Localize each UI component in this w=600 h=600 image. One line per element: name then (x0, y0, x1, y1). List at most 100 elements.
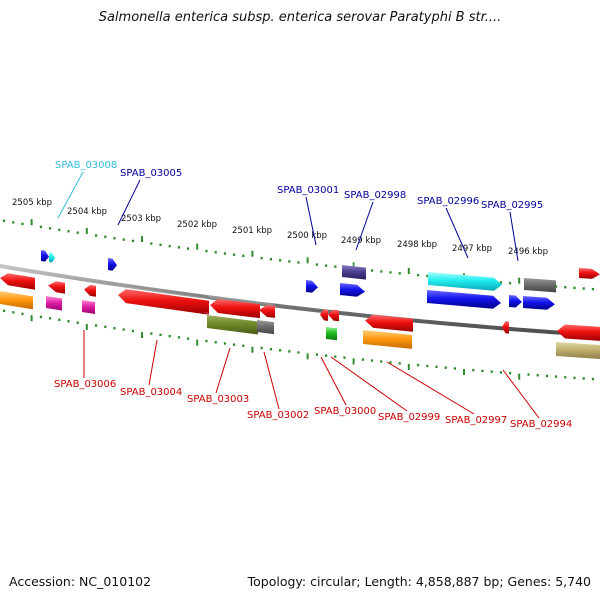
scale-minor-tick (453, 367, 456, 370)
gene-spab-02995[interactable] (523, 296, 555, 310)
scale-minor-tick (573, 286, 576, 290)
gene-spab-03000-green[interactable] (326, 327, 337, 341)
gene-label-spab-03004[interactable]: SPAB_03004 (120, 387, 182, 398)
scale-minor-tick (297, 261, 300, 264)
gene-bevel (204, 312, 258, 322)
gene-bevel (499, 318, 509, 322)
scale-minor-tick (279, 349, 282, 352)
gene-spab-02998-navy[interactable] (342, 265, 366, 280)
gene-label-spab-03002[interactable]: SPAB_03002 (247, 410, 309, 421)
gene-spab-02995-grey[interactable] (524, 278, 556, 293)
gene-label-spab-03000[interactable]: SPAB_03000 (314, 406, 376, 417)
scale-minor-tick (21, 312, 24, 316)
scale-minor-tick (39, 315, 42, 319)
gene-bevel (360, 327, 412, 335)
gene-spab-02994[interactable] (557, 324, 600, 341)
scale-minor-tick (417, 273, 420, 277)
callout-leader-line (445, 207, 469, 259)
gene-spab-03005[interactable] (108, 258, 117, 271)
gene-label-spab-03001[interactable]: SPAB_03001 (277, 185, 339, 196)
gene-bevel (81, 281, 96, 286)
scale-minor-tick (205, 339, 208, 343)
gene-spab-03001[interactable] (306, 280, 318, 293)
scale-minor-tick (122, 238, 125, 241)
scale-minor-tick (334, 265, 337, 268)
gene-spab-02999[interactable] (365, 314, 413, 332)
scale-minor-tick (499, 281, 502, 284)
gene-label-spab-02995[interactable]: SPAB_02995 (481, 200, 543, 211)
scale-minor-tick (444, 366, 447, 369)
scale-minor-tick (12, 221, 15, 224)
callout-leader-line (57, 171, 84, 219)
gene-spab-03008-a[interactable] (41, 250, 49, 262)
gene-spab-03003[interactable] (210, 299, 260, 319)
kbp-scale-label: 2499 kbp (341, 236, 381, 246)
gene-label-spab-02998[interactable]: SPAB_02998 (344, 190, 406, 201)
gene-spab-03006-b[interactable] (48, 281, 65, 294)
scale-minor-tick (269, 348, 272, 351)
gene-label-spab-02999[interactable]: SPAB_02999 (378, 412, 440, 423)
callout-leader-line (386, 361, 475, 415)
scale-minor-tick (49, 227, 52, 230)
gene-spab-03006-pink-b[interactable] (82, 300, 95, 314)
callout-leader-line (509, 211, 519, 262)
kbp-scale-label: 2503 kbp (121, 214, 161, 224)
scale-minor-tick (325, 264, 328, 267)
gene-spab-03000-a[interactable] (320, 309, 328, 321)
gene-spab-02995-a[interactable] (509, 295, 522, 308)
gene-spab-03000-b[interactable] (328, 309, 339, 322)
scale-minor-tick (472, 368, 475, 372)
gene-label-spab-02997[interactable]: SPAB_02997 (445, 415, 507, 426)
gene-spab-02994-khaki[interactable] (556, 342, 600, 359)
scale-minor-tick (131, 329, 134, 333)
kbp-scale-label: 2505 kbp (12, 198, 52, 208)
gene-spab-03003-olive[interactable] (207, 315, 258, 335)
scale-minor-tick (499, 371, 502, 374)
gene-spab-02999-orange[interactable] (363, 330, 412, 349)
scale-minor-tick (242, 344, 245, 348)
gene-bevel (43, 293, 62, 299)
gene-label-spab-03006[interactable]: SPAB_03006 (54, 379, 116, 390)
scale-minor-tick (168, 334, 171, 338)
gene-label-spab-03003[interactable]: SPAB_03003 (187, 394, 249, 405)
gene-spab-03006-orange[interactable] (0, 291, 33, 310)
gene-label-spab-02994[interactable]: SPAB_02994 (510, 419, 572, 430)
scale-minor-tick (527, 373, 530, 376)
scale-minor-tick (3, 219, 6, 223)
scale-minor-tick (76, 231, 79, 234)
scale-minor-tick (398, 362, 401, 365)
gene-bevel (506, 292, 516, 296)
scale-minor-tick (545, 374, 548, 378)
scale-minor-tick (325, 354, 328, 357)
gene-spab-03004[interactable] (118, 289, 209, 315)
gene-label-spab-03008[interactable]: SPAB_03008 (55, 160, 117, 171)
gene-spab-02996[interactable] (427, 290, 501, 309)
gene-forward-edge[interactable] (579, 268, 600, 279)
scale-minor-tick (288, 350, 291, 353)
gene-spab-02996-cyan[interactable] (428, 272, 502, 291)
gene-spab-03006-a[interactable] (0, 273, 35, 290)
gene-spab-03002-grey[interactable] (257, 320, 274, 335)
scale-minor-tick (187, 247, 190, 250)
gene-label-spab-02996[interactable]: SPAB_02996 (417, 196, 479, 207)
gene-label-spab-03005[interactable]: SPAB_03005 (120, 168, 182, 179)
gene-bevel (254, 317, 274, 323)
gene-spab-02997[interactable] (502, 321, 509, 334)
scale-minor-tick (113, 327, 116, 330)
kbp-scale-label: 2501 kbp (232, 226, 272, 236)
kbp-scale-label: 2502 kbp (177, 220, 217, 230)
scale-minor-tick (95, 234, 98, 237)
scale-minor-tick (481, 369, 484, 373)
gene-spab-02998[interactable] (340, 283, 365, 297)
gene-spab-03006-pink-a[interactable] (46, 296, 62, 311)
gene-bevel (425, 269, 494, 278)
gene-spab-03008-b[interactable] (49, 252, 55, 263)
scale-minor-tick (361, 358, 364, 361)
gene-bevel (520, 293, 547, 298)
gene-spab-03006-c[interactable] (84, 284, 96, 297)
gene-spab-03002[interactable] (259, 305, 275, 318)
scale-minor-tick (555, 285, 558, 288)
scale-minor-tick (269, 258, 272, 261)
scale-minor-tick (168, 244, 171, 248)
